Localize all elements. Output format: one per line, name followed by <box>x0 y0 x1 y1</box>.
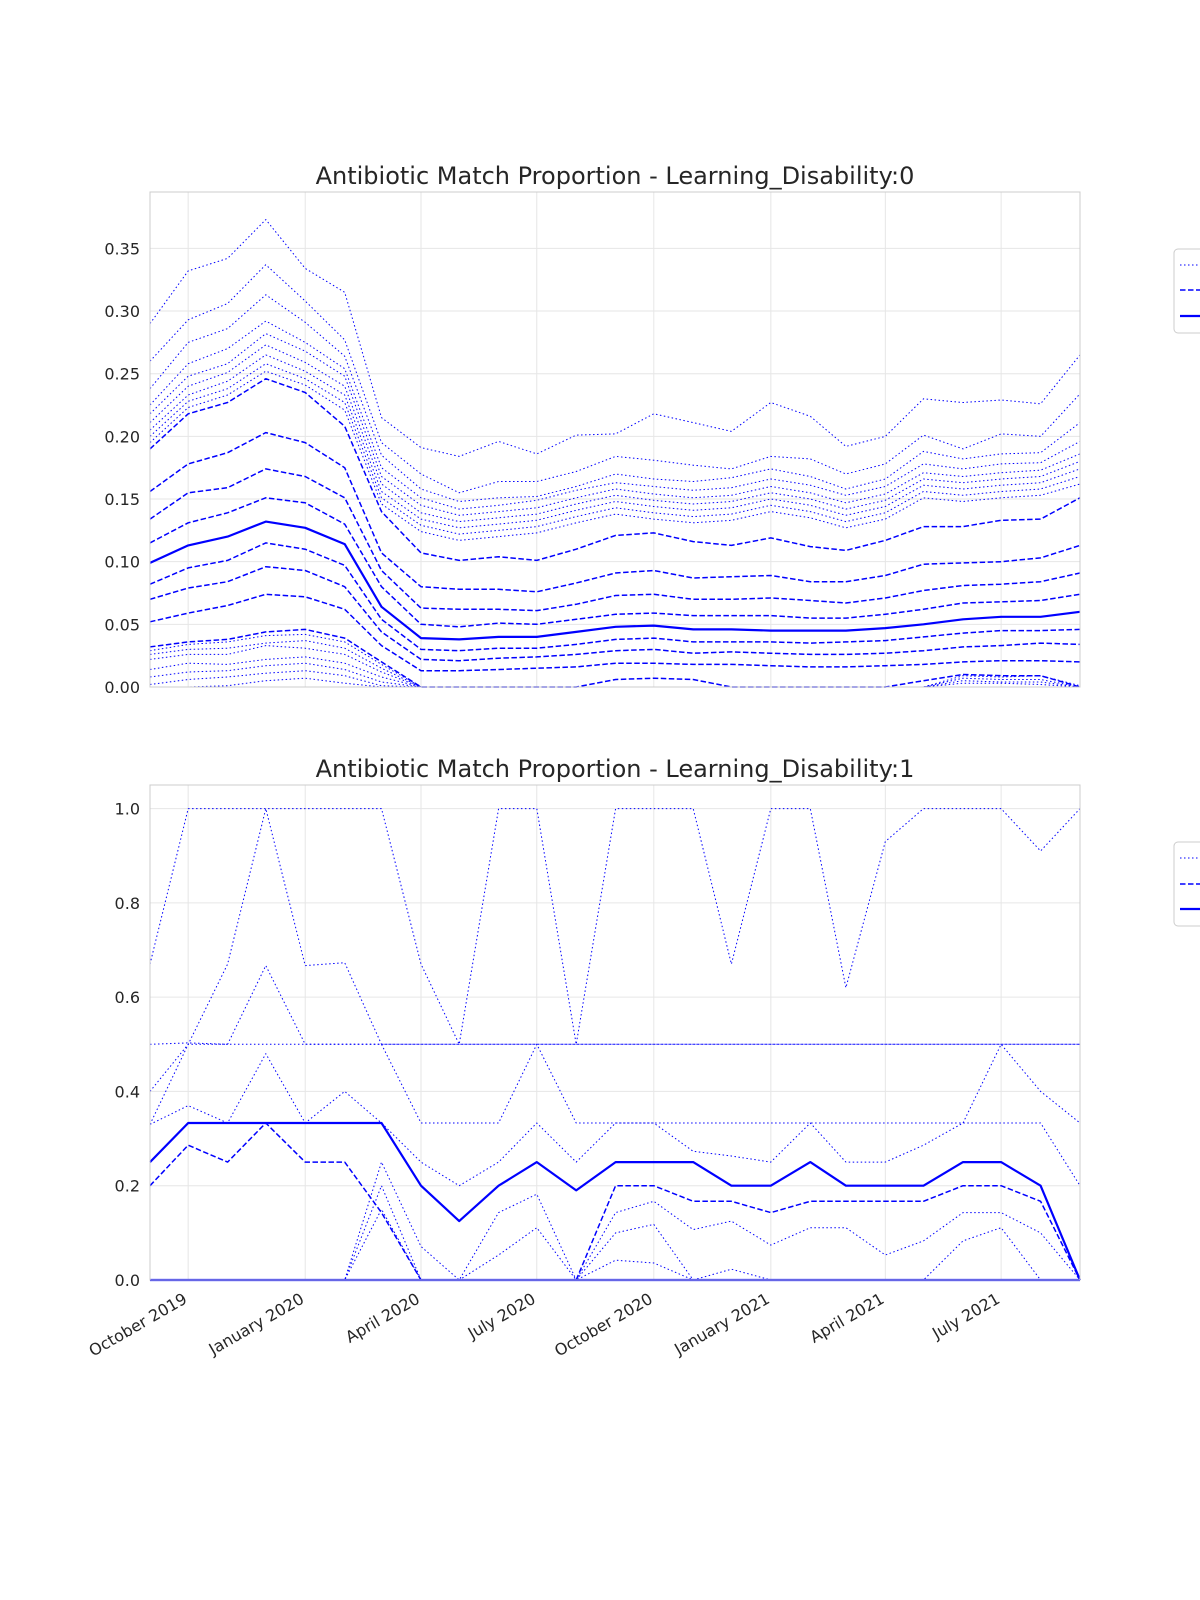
series-line-15 <box>149 542 1081 652</box>
series-line-17 <box>149 593 1081 672</box>
y-tick-label: 0.05 <box>104 615 140 634</box>
series-line-10 <box>149 377 1081 562</box>
series-line-5 <box>149 333 1081 516</box>
series-lines <box>149 219 1081 688</box>
y-tick-labels: 0.0 0.2 0.4 0.6 0.8 1.0 <box>115 800 140 1290</box>
series-line-23 <box>149 662 1080 688</box>
plot-frame <box>149 784 1081 1281</box>
series-line-12 <box>149 468 1081 612</box>
series-line-6 <box>149 1121 1082 1281</box>
chart-panel-bottom: Antibiotic Match Proportion - Learning_D… <box>86 755 1200 1360</box>
series-line-14 <box>149 520 1081 641</box>
y-tick-label: 0.0 <box>115 1271 140 1290</box>
series-line-7 <box>149 354 1081 529</box>
series-line-2 <box>149 808 1080 1092</box>
series-line-8 <box>149 363 1081 535</box>
series-line-11 <box>149 431 1081 593</box>
chart-title: Antibiotic Match Proportion - Learning_D… <box>316 755 915 783</box>
series-line-9 <box>150 1185 1080 1281</box>
series-line-6 <box>149 344 1081 523</box>
chart-panel-top: Antibiotic Match Proportion - Learning_D… <box>104 162 1200 697</box>
series-lines <box>149 808 1082 1282</box>
y-tick-label: 0.00 <box>104 678 140 697</box>
y-tick-label: 0.2 <box>115 1177 140 1196</box>
x-tick-label: April 2020 <box>342 1289 423 1347</box>
series-line-7 <box>149 1122 1081 1281</box>
series-line-10 <box>150 1208 1080 1281</box>
y-tick-label: 0.8 <box>115 894 140 913</box>
x-tick-label: January 2021 <box>670 1289 773 1359</box>
x-tick-label: October 2019 <box>86 1289 191 1360</box>
plot-frame <box>149 191 1081 688</box>
series-line-18 <box>149 628 1081 688</box>
series-line-13 <box>149 497 1081 628</box>
y-tick-label: 0.20 <box>104 427 140 446</box>
series-line-9 <box>149 370 1081 541</box>
y-tick-label: 0.30 <box>104 302 140 321</box>
legend <box>1173 248 1200 334</box>
y-tick-label: 0.35 <box>104 239 140 258</box>
series-line-1 <box>149 219 1081 457</box>
y-tick-labels: 0.00 0.05 0.10 0.15 0.20 0.25 0.30 0.35 <box>104 239 140 697</box>
series-line-22 <box>149 656 1081 688</box>
series-line-16 <box>149 565 1081 662</box>
legend <box>1173 841 1200 927</box>
series-line-3 <box>149 965 1081 1125</box>
series-line-3 <box>149 294 1081 502</box>
y-tick-label: 1.0 <box>115 800 140 819</box>
y-tick-label: 0.10 <box>104 553 140 572</box>
x-tick-label: January 2020 <box>205 1289 308 1359</box>
grid <box>150 785 1080 1281</box>
grid <box>150 192 1080 688</box>
y-tick-label: 0.6 <box>115 988 140 1007</box>
x-tick-label: October 2020 <box>551 1289 656 1360</box>
x-tick-labels: October 2019 January 2020 April 2020 July 2… <box>86 1289 1004 1360</box>
series-line-21 <box>149 645 1081 688</box>
y-tick-label: 0.15 <box>104 490 140 509</box>
series-line-24 <box>149 670 1080 688</box>
series-line-19 <box>149 633 1081 688</box>
x-tick-label: July 2021 <box>928 1289 1003 1343</box>
series-line-5 <box>149 1053 1081 1187</box>
y-tick-label: 0.4 <box>115 1082 140 1101</box>
x-tick-label: April 2021 <box>807 1289 888 1347</box>
chart-title: Antibiotic Match Proportion - Learning_D… <box>316 162 915 190</box>
y-tick-label: 0.25 <box>104 365 140 384</box>
series-line-2 <box>149 264 1081 494</box>
series-line-1 <box>149 808 1081 1045</box>
x-tick-label: July 2020 <box>464 1289 539 1343</box>
series-line-8 <box>150 1161 1081 1281</box>
